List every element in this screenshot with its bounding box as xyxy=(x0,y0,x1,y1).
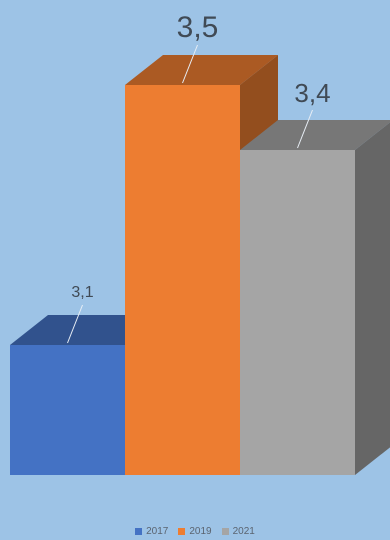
bar-top-2021 xyxy=(240,120,390,150)
data-label-2021: 3,4 xyxy=(294,78,330,108)
legend-swatch-2021 xyxy=(221,528,229,535)
bar-top-2017 xyxy=(10,315,163,345)
legend-item-2021: 2021 xyxy=(221,526,255,537)
legend-item-2017: 2017 xyxy=(135,526,168,537)
bar-top-2019 xyxy=(125,55,278,85)
legend-swatch-2019 xyxy=(178,528,186,535)
bar-side-2021 xyxy=(355,122,390,475)
legend-item-2019: 2019 xyxy=(178,526,212,537)
bar-front-2017 xyxy=(10,345,125,475)
data-label-2017: 3,1 xyxy=(71,284,93,301)
leader-line-2017 xyxy=(67,304,83,344)
legend-swatch-2017 xyxy=(135,528,143,535)
legend-label-2021: 2021 xyxy=(232,526,255,537)
leader-line-2019 xyxy=(182,44,198,84)
legend-label-2019: 2019 xyxy=(189,526,212,537)
bar-2021 xyxy=(240,120,390,475)
legend: 2017 2019 2021 xyxy=(0,526,390,537)
leader-line-2021 xyxy=(297,109,313,149)
data-label-2019: 3,5 xyxy=(177,11,219,44)
legend-label-2017: 2017 xyxy=(146,526,169,537)
bar-front-2021 xyxy=(240,150,355,475)
bar-front-2019 xyxy=(125,85,240,475)
